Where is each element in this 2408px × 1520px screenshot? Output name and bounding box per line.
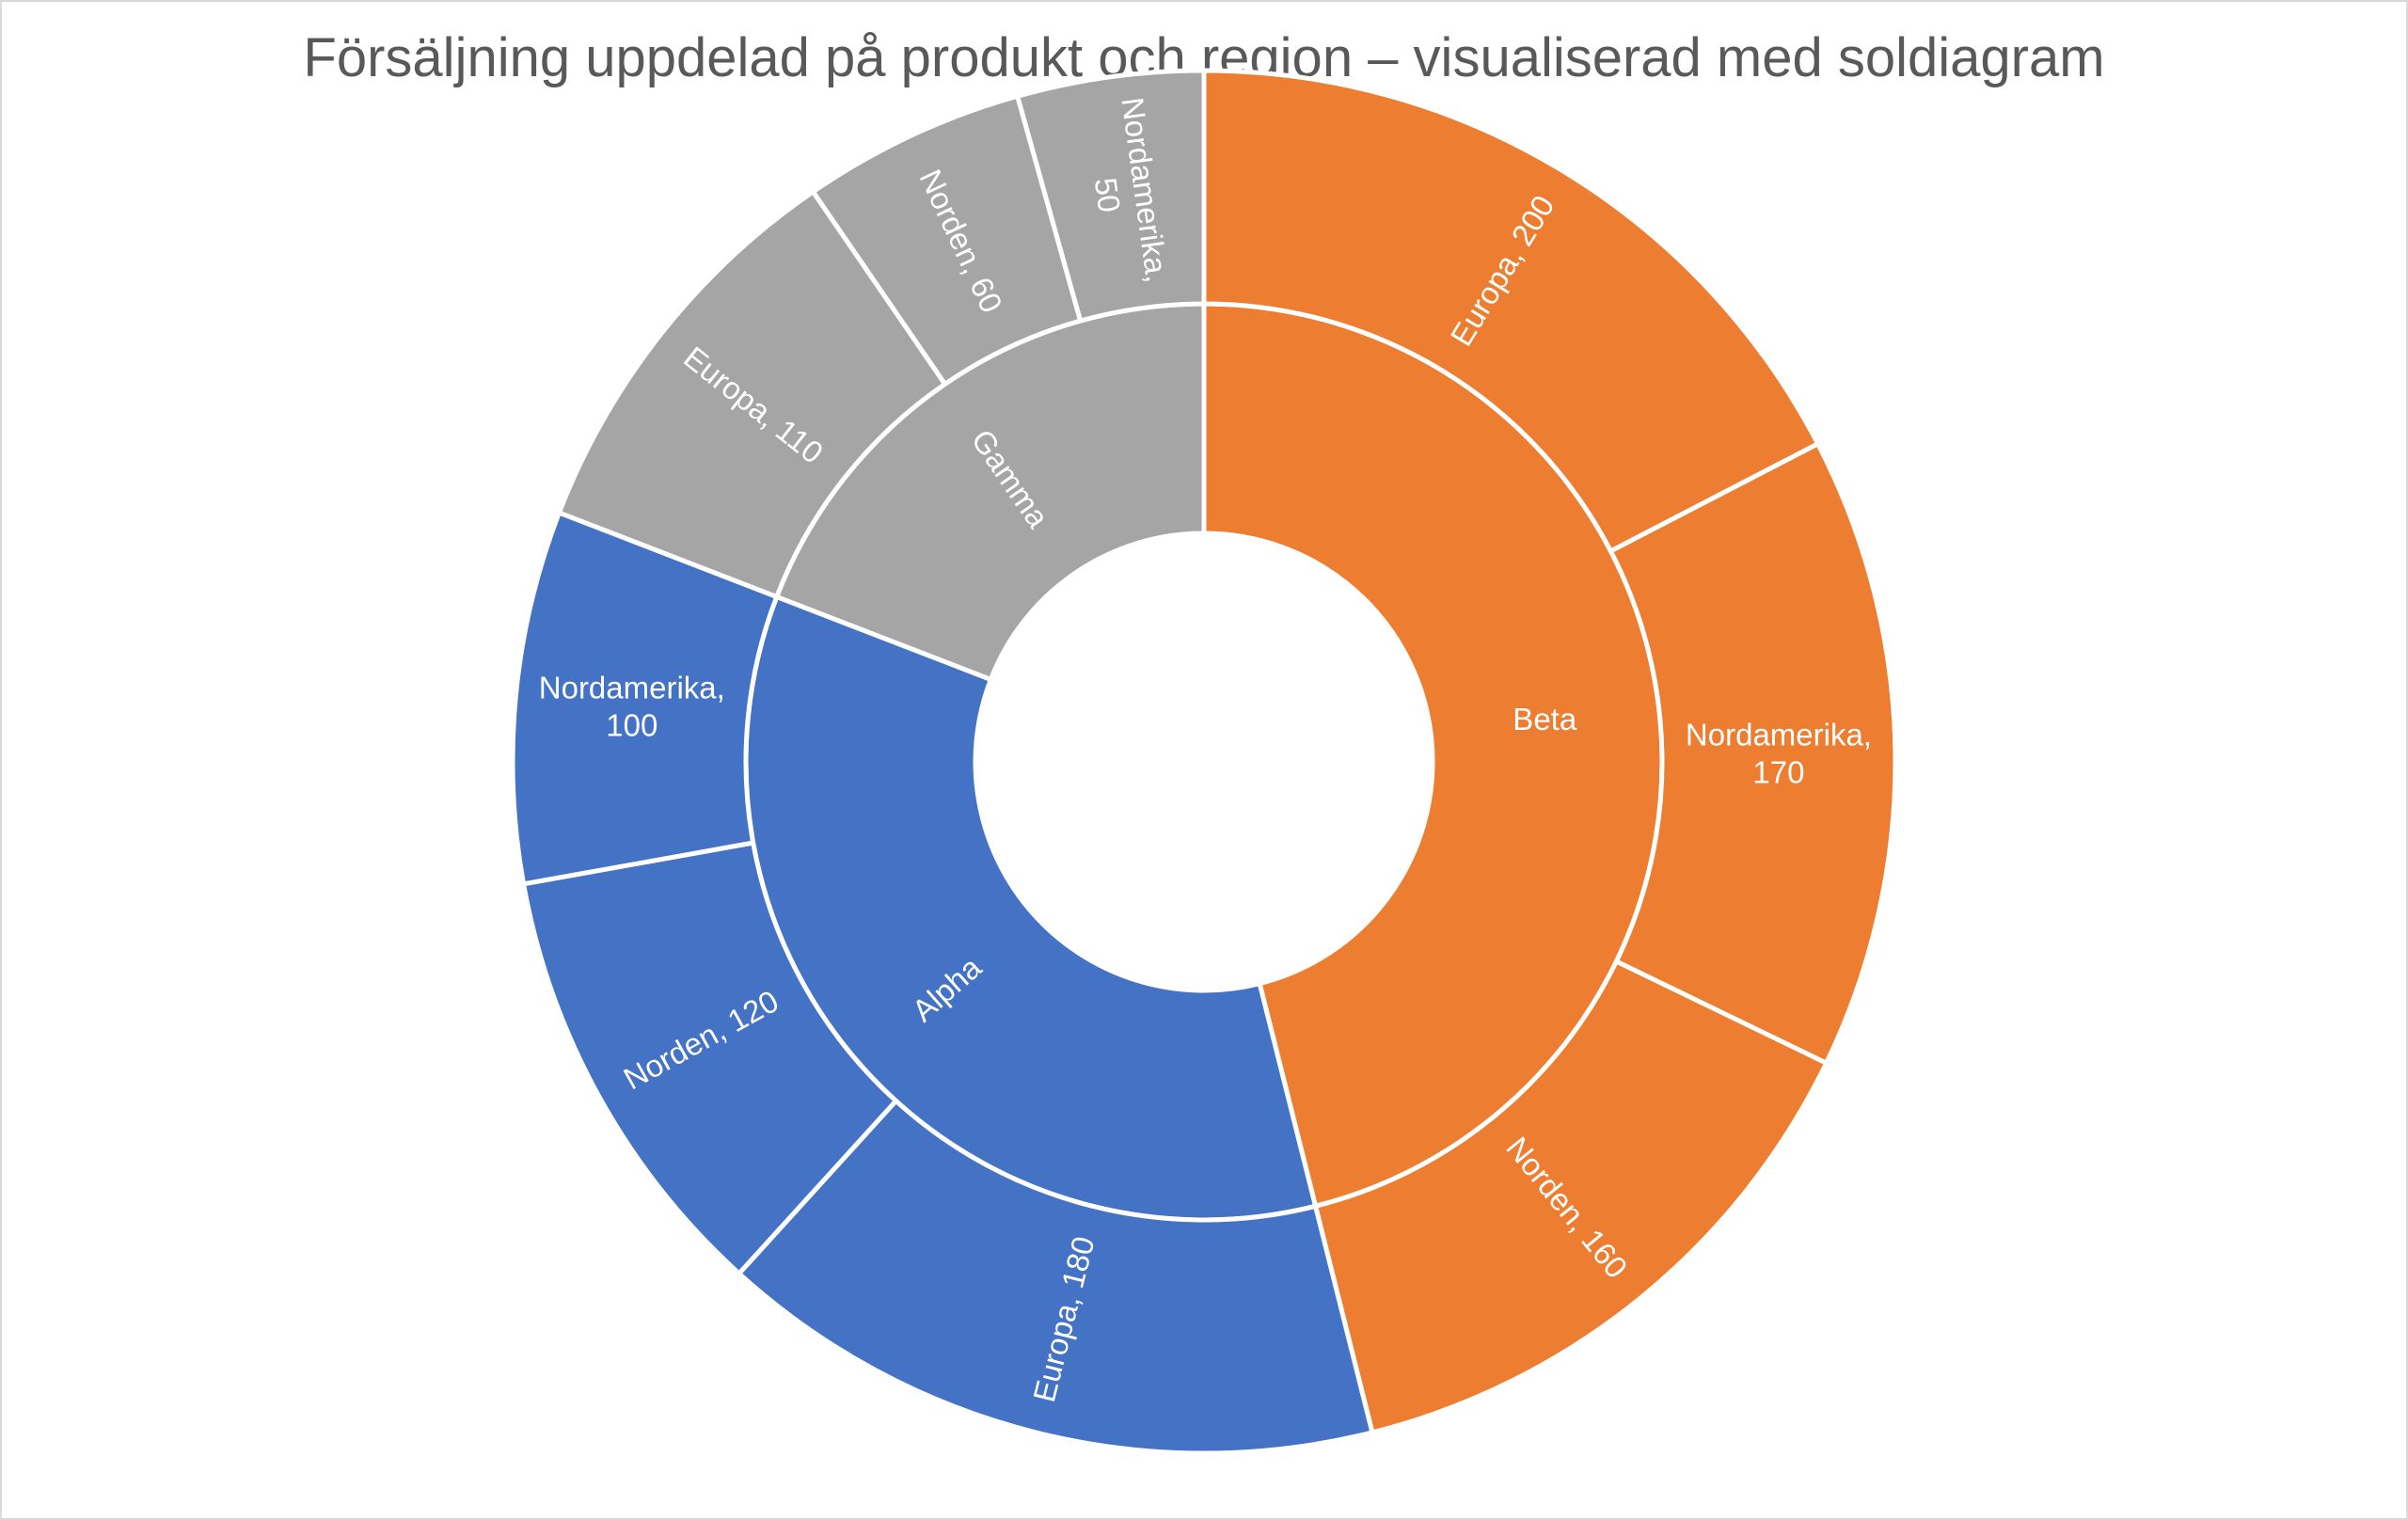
outer-ring xyxy=(510,68,1898,1456)
outer-label-alpha-nordamerika: Nordamerika, 100 xyxy=(539,671,725,743)
outer-segment-beta-nordamerika[interactable] xyxy=(1608,441,1898,1066)
outer-label-beta-nordamerika: Nordamerika, 170 xyxy=(1686,718,1872,790)
outer-segment-alpha-europa[interactable] xyxy=(737,1098,1375,1456)
inner-label-beta: Beta xyxy=(1513,702,1577,736)
outer-segment-gamma-nordamerika[interactable] xyxy=(1015,68,1207,324)
outer-segment-beta-norden[interactable] xyxy=(1313,958,1830,1435)
outer-segment-beta-europa[interactable] xyxy=(1201,68,1821,554)
inner-ring xyxy=(743,301,1665,1223)
